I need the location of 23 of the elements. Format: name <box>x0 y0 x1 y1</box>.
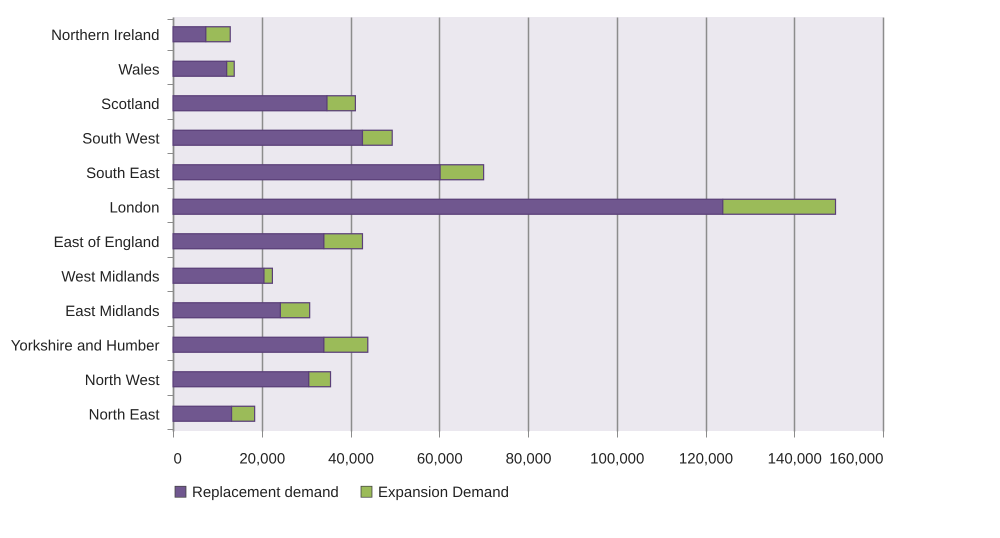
x-tick-label: 160,000 <box>829 450 884 468</box>
y-tick-label: West Midlands <box>61 268 160 286</box>
y-tick-label: Wales <box>118 61 160 78</box>
y-tick-label: South West <box>82 130 160 148</box>
legend-label: Expansion Demand <box>378 484 509 501</box>
y-tick-label: Yorkshire and Humber <box>10 337 160 354</box>
x-tick-label: 60,000 <box>416 450 463 468</box>
x-tick-label: 120,000 <box>678 450 734 468</box>
legend-label: Replacement demand <box>192 484 339 501</box>
y-tick-label: Northern Ireland <box>51 26 160 44</box>
y-tick-label: North East <box>88 406 160 424</box>
y-tick-label: East Midlands <box>65 302 160 320</box>
x-tick-label: 0 <box>174 450 182 468</box>
y-tick-label: North West <box>84 372 160 389</box>
x-tick-label: 40,000 <box>328 450 374 468</box>
x-tick-label: 80,000 <box>506 450 552 468</box>
x-tick-label: 20,000 <box>239 450 286 468</box>
y-tick-label: London <box>109 199 160 216</box>
x-tick-label: 140,000 <box>768 450 822 468</box>
y-tick-label: Scotland <box>101 96 160 113</box>
x-tick-label: 100,000 <box>590 450 644 468</box>
y-tick-label: South East <box>86 164 160 182</box>
y-tick-label: East of England <box>54 234 160 251</box>
